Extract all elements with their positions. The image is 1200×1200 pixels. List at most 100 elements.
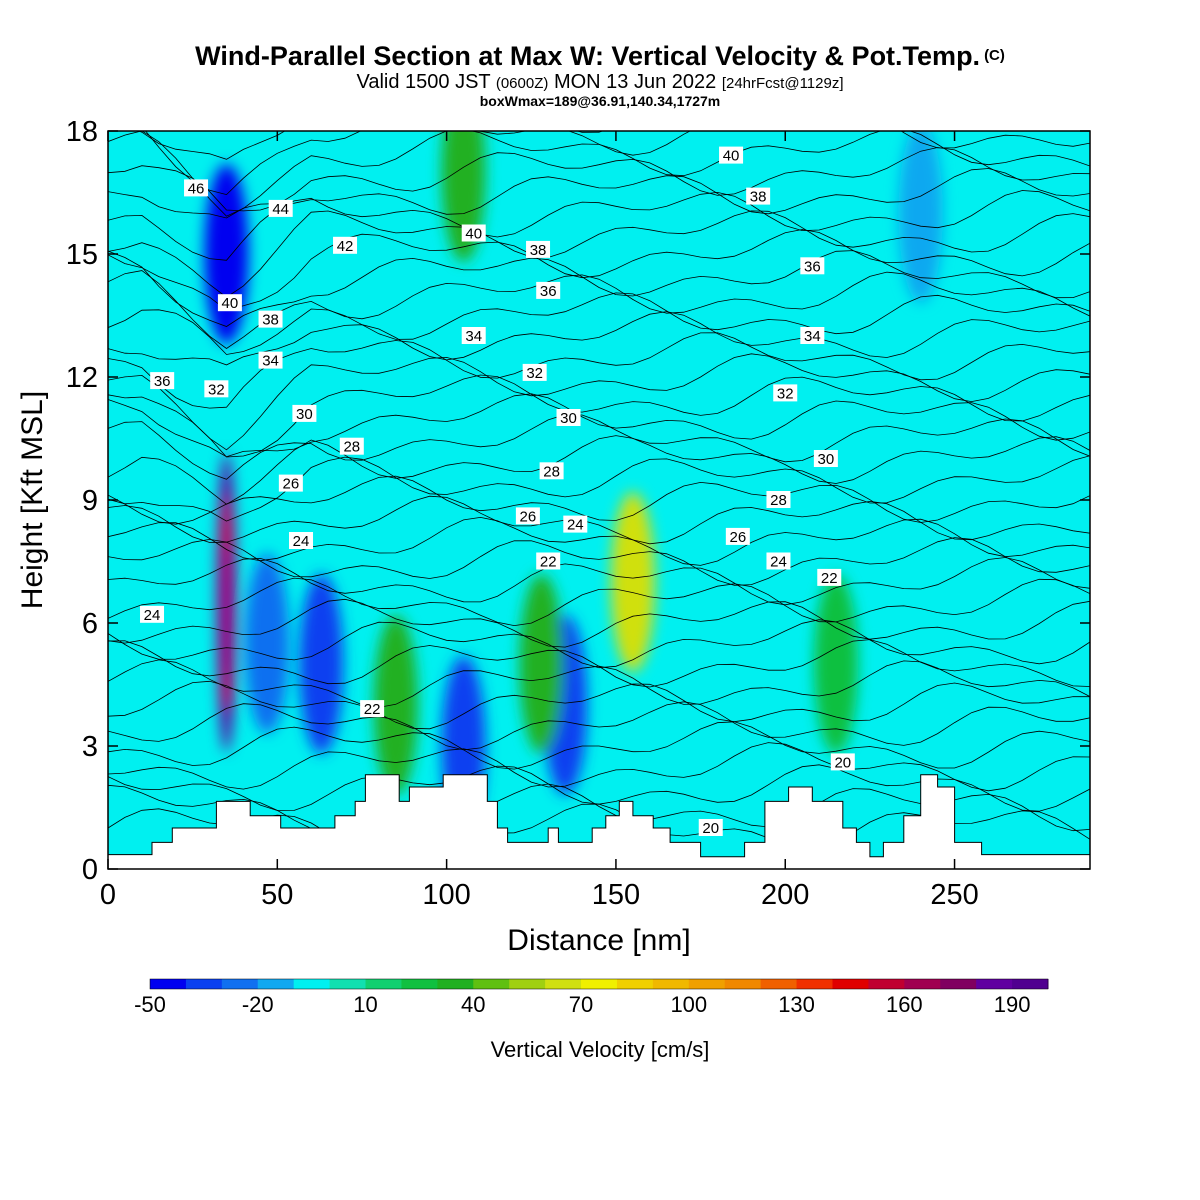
isentrope-label-text: 32 [526, 365, 543, 382]
isentrope-line [108, 455, 1090, 522]
colorbar-swatch [832, 979, 869, 989]
isentrope-label: 32 [773, 384, 798, 402]
colorbar-swatch [545, 979, 582, 989]
isentrope-label-text: 46 [188, 180, 205, 197]
colorbar-swatch [616, 979, 654, 989]
isentrope-label: 36 [150, 372, 175, 390]
isentrope-line [108, 619, 1090, 669]
isentrope-line [108, 311, 1090, 366]
isentrope-line [108, 721, 1090, 770]
isentrope-line [108, 250, 1090, 327]
colorbar-swatch [329, 979, 367, 989]
isentrope-label-bg [515, 507, 540, 525]
isentrope-label-bg [289, 532, 314, 549]
isentrope-line [145, 131, 1090, 196]
isentrope-label-text: 36 [154, 373, 171, 390]
isentrope-label-text: 32 [208, 381, 225, 398]
isentrope-label-bg [556, 409, 581, 426]
colorbar-swatch [150, 979, 187, 989]
isentrope-label-bg [813, 450, 838, 467]
isentrope-label: 22 [536, 552, 561, 571]
colorbar-swatch [257, 979, 295, 989]
isentrope-label: 40 [217, 294, 242, 312]
colorbar-swatch [904, 979, 941, 989]
isentrope-label-text: 38 [530, 242, 547, 259]
isentrope-label-bg [150, 372, 175, 390]
isentropes [108, 131, 1090, 852]
isentrope-label: 20 [698, 819, 723, 837]
isentrope-label-bg [140, 605, 165, 623]
isentrope-label: 38 [526, 240, 551, 259]
colorbar-tick-label: 160 [886, 992, 923, 1017]
isentrope-line [108, 435, 1090, 505]
isentrope-label-bg [563, 515, 588, 533]
isentrope-label: 30 [556, 409, 581, 427]
isentrope-label-text: 20 [834, 754, 851, 771]
isentrope-line [108, 516, 1090, 566]
x-tick-label: 0 [100, 879, 116, 911]
isentrope-line [108, 353, 1090, 451]
isentrope-labels: 46 44 42 40 40 40 38 38 38 36 36 36 34 34 34 32 32 32 30 30… [140, 146, 855, 837]
y-axis-title: Height [Kft MSL] [16, 391, 49, 609]
isentrope-line [108, 374, 1090, 458]
colorbar-swatch [473, 979, 510, 989]
isentrope-label: 38 [746, 187, 771, 206]
isentrope-line [108, 292, 1090, 355]
isentrope-label: 26 [515, 507, 540, 525]
colorbar-swatch [976, 979, 1013, 989]
velocity-feature [610, 492, 655, 672]
isentrope-line [108, 537, 1090, 586]
colorbar-tick-label: 190 [994, 992, 1031, 1017]
isentrope-line [108, 495, 1090, 545]
isentrope-label: 42 [333, 236, 358, 255]
x-tick-label: 150 [592, 879, 640, 911]
isentrope-label-text: 26 [283, 476, 300, 493]
isentrope-label-text: 22 [540, 554, 557, 571]
x-axis-title: Distance [nm] [507, 924, 690, 957]
copyright-mark: (C) [984, 47, 1005, 64]
isentrope-label-bg [746, 187, 771, 205]
isentrope-line [108, 393, 1090, 458]
isentrope-label: 30 [813, 450, 838, 468]
colorbar-tick-label: -50 [134, 992, 166, 1017]
isentrope-label-bg [719, 146, 744, 164]
isentrope-label-bg [360, 700, 385, 718]
title-block: Wind-Parallel Section at Max W: Vertical… [0, 40, 1200, 108]
isentrope-label-text: 28 [543, 463, 560, 480]
isentrope-label-bg [268, 199, 293, 217]
y-tick-label: 18 [66, 116, 98, 148]
isentrope-label: 34 [800, 327, 825, 345]
colorbar-frame [149, 978, 1049, 990]
y-tick-label: 3 [82, 731, 98, 763]
isentrope-label: 38 [258, 310, 283, 329]
velocity-feature [519, 574, 564, 754]
isentrope-label: 28 [539, 462, 564, 480]
isentrope-label: 34 [461, 327, 486, 345]
isentrope-line [108, 680, 1090, 730]
isentrope-label: 44 [268, 199, 293, 218]
box-info: boxWmax=189@36.91,140.34,1727m [479, 93, 721, 109]
isentrope-line [108, 598, 1090, 648]
isentrope-label-text: 26 [729, 529, 746, 546]
velocity-feature [898, 131, 943, 303]
isentrope-line [108, 639, 1090, 688]
isentrope-label-bg [522, 363, 547, 381]
isentrope-label-text: 34 [465, 328, 482, 345]
isentrope-label-text: 32 [777, 385, 794, 402]
isentrope-label-text: 42 [337, 238, 354, 255]
isentrope-label-text: 22 [821, 570, 838, 587]
y-tick-label: 0 [82, 854, 98, 886]
isentrope-label-text: 40 [465, 226, 482, 243]
colorbar-swatch [688, 979, 726, 989]
velocity-feature [299, 574, 344, 754]
isentrope-label-text: 24 [567, 517, 584, 534]
isentrope-label: 34 [258, 351, 283, 370]
isentrope-label: 22 [360, 700, 385, 718]
forecast-info: [24hrFcst@1129z] [721, 75, 844, 92]
isentrope-label-text: 36 [804, 258, 821, 275]
isentrope-label-bg [725, 527, 750, 545]
isentrope-label-text: 30 [818, 451, 835, 468]
colorbar-swatch [1012, 979, 1049, 989]
